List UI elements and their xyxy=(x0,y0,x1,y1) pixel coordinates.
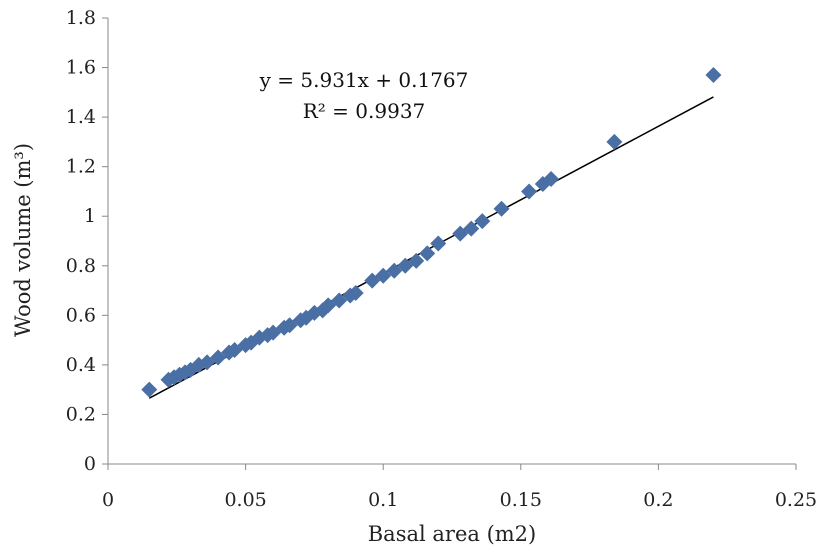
y-tick-label: 1.2 xyxy=(66,156,96,178)
y-tick-label: 0.8 xyxy=(66,255,96,277)
y-tick-label: 0.4 xyxy=(66,354,96,376)
y-tick-label: 1 xyxy=(84,205,96,227)
x-tick-label: 0 xyxy=(102,489,114,511)
y-tick-label: 0.6 xyxy=(66,304,96,326)
data-point xyxy=(606,133,623,150)
data-point xyxy=(543,171,560,188)
y-tick-label: 1.4 xyxy=(66,106,96,128)
x-ticks: 0 0.05 0.1 0.15 0.2 0.25 xyxy=(102,464,817,511)
data-point xyxy=(430,235,447,252)
y-tick-label: 1.6 xyxy=(66,57,96,79)
data-point xyxy=(474,213,491,230)
data-point xyxy=(408,252,425,269)
y-tick-label: 1.8 xyxy=(66,7,96,29)
data-points xyxy=(141,66,722,398)
x-tick-label: 0.25 xyxy=(775,489,817,511)
data-point xyxy=(419,245,436,262)
axes xyxy=(107,18,796,465)
x-tick-label: 0.15 xyxy=(500,489,542,511)
r-squared-label: R² = 0.9937 xyxy=(303,99,426,123)
x-tick-label: 0.2 xyxy=(643,489,673,511)
y-axis-title: Wood volume (m³) xyxy=(11,143,35,337)
data-point xyxy=(463,220,480,237)
equation-label: y = 5.931x + 0.1767 xyxy=(259,68,469,92)
data-point xyxy=(347,285,364,302)
data-point xyxy=(141,381,158,398)
data-point xyxy=(705,66,722,83)
data-point xyxy=(521,183,538,200)
data-point xyxy=(493,200,510,217)
x-tick-label: 0.05 xyxy=(224,489,266,511)
x-axis-title: Basal area (m2) xyxy=(368,522,536,546)
y-ticks: 0 0.2 0.4 0.6 0.8 1 1.2 1.4 1.6 1.8 xyxy=(66,7,108,475)
x-tick-label: 0.1 xyxy=(368,489,398,511)
y-tick-label: 0.2 xyxy=(66,403,96,425)
y-tick-label: 0 xyxy=(84,453,96,475)
